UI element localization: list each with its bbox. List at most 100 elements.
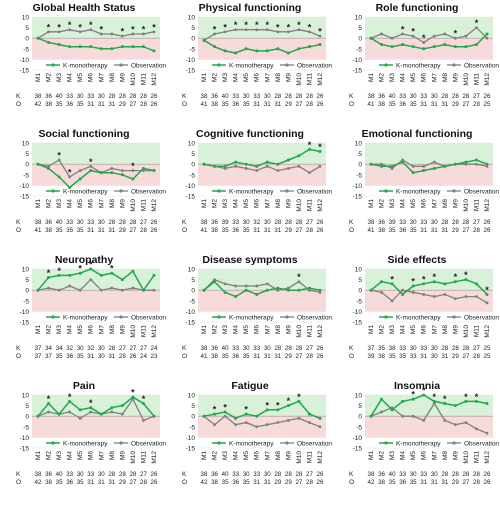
x-tick-label: M4: [400, 451, 407, 460]
x-tick-label: M7: [98, 73, 105, 82]
k-monotherapy-point: [234, 416, 238, 420]
n-count-o: 31: [441, 227, 448, 234]
x-tick-label: M1: [201, 73, 208, 82]
n-count-o: 36: [232, 101, 239, 108]
n-count-o: 41: [368, 101, 375, 108]
legend-k-marker: [384, 441, 388, 445]
legend-o-marker: [285, 189, 289, 193]
x-tick-label: M3: [222, 325, 229, 334]
chart-panel: Neuropathy 10 5 0 -5 -10 -15 * * * * * K-monotherapy…: [16, 254, 166, 360]
n-count-k: 26: [484, 471, 491, 478]
n-count-k: 32: [87, 345, 94, 352]
observation-point: [432, 402, 436, 405]
n-row-label-k: K: [182, 471, 187, 478]
k-monotherapy-point: [369, 288, 373, 292]
n-count-o: 29: [285, 353, 292, 360]
x-tick-label: M2: [379, 199, 386, 208]
legend-o-label: Observation: [131, 440, 166, 447]
x-tick-label: M5: [77, 325, 84, 334]
y-tick-label: 5: [25, 151, 29, 158]
n-count-k: 33: [232, 471, 239, 478]
significance-marker: *: [68, 392, 72, 402]
x-tick-label: M10: [463, 73, 470, 86]
x-tick-label: M6: [421, 199, 428, 208]
x-tick-label: M9: [285, 325, 292, 334]
x-tick-label: M11: [140, 73, 147, 86]
observation-point: [78, 30, 82, 34]
legend-k-marker: [51, 315, 55, 319]
k-monotherapy-point: [131, 45, 135, 49]
x-tick-label: M5: [77, 73, 84, 82]
legend-o-label: Observation: [464, 62, 499, 69]
k-monotherapy-line: [37, 163, 155, 189]
k-monotherapy-point: [464, 160, 468, 164]
n-count-k: 25: [484, 345, 491, 352]
observation-point: [78, 169, 82, 172]
significance-marker: *: [276, 22, 280, 32]
y-tick-label: 10: [188, 15, 196, 22]
n-count-o: 31: [87, 479, 94, 486]
n-row-label-o: O: [349, 479, 354, 486]
observation-point: [297, 28, 301, 32]
legend-o-label: Observation: [297, 314, 332, 321]
observation-point: [485, 301, 489, 305]
observation-point: [110, 410, 114, 414]
k-monotherapy-point: [464, 45, 468, 49]
y-tick-label: -10: [186, 435, 196, 442]
x-tick-label: M10: [130, 73, 137, 86]
x-tick-label: M4: [233, 325, 240, 334]
observation-point: [485, 431, 489, 435]
n-count-o: 28: [119, 353, 126, 360]
n-count-k: 30: [77, 345, 84, 352]
observation-point: [120, 169, 124, 172]
observation-point: [401, 288, 405, 292]
n-count-k: 28: [295, 219, 302, 226]
observation-point: [234, 284, 238, 288]
n-count-o: 28: [306, 101, 313, 108]
legend-o-marker: [452, 63, 456, 67]
k-monotherapy-point: [265, 288, 269, 292]
k-monotherapy-line: [203, 400, 321, 420]
observation-line: [37, 397, 155, 422]
n-count-o: 35: [243, 101, 250, 108]
observation-point: [464, 34, 468, 38]
k-monotherapy-point: [36, 36, 40, 40]
n-count-k: 33: [66, 471, 73, 478]
n-count-k: 28: [295, 93, 302, 100]
n-count-o: 27: [295, 353, 302, 360]
n-count-k: 38: [368, 471, 375, 478]
n-count-o: 27: [129, 227, 136, 234]
observation-line: [37, 159, 154, 178]
x-tick-label: M7: [264, 451, 271, 460]
n-count-k: 28: [285, 219, 292, 226]
k-monotherapy-point: [47, 40, 51, 44]
y-tick-label: 5: [358, 151, 362, 158]
observation-point: [401, 414, 405, 418]
n-count-o: 29: [274, 479, 281, 486]
x-tick-label: M6: [254, 73, 261, 82]
n-count-k: 28: [473, 471, 480, 478]
legend-o-label: Observation: [297, 62, 332, 69]
n-count-k: 26: [484, 219, 491, 226]
n-count-o: 31: [420, 227, 427, 234]
significance-marker: *: [464, 392, 468, 402]
k-monotherapy-point: [401, 160, 405, 164]
y-tick-label: -15: [353, 446, 363, 453]
significance-marker: *: [100, 24, 104, 34]
x-tick-label: M7: [431, 451, 438, 460]
x-tick-label: M10: [463, 451, 470, 464]
n-count-o: 35: [389, 101, 396, 108]
n-count-o: 26: [151, 227, 158, 234]
n-count-o: 31: [253, 101, 260, 108]
k-monotherapy-point: [78, 408, 82, 412]
observation-point: [142, 169, 145, 172]
x-tick-label: M4: [67, 325, 74, 334]
observation-point: [475, 26, 478, 29]
k-monotherapy-point: [110, 47, 114, 51]
observation-point: [401, 158, 405, 162]
n-row-label-o: O: [16, 479, 21, 486]
k-monotherapy-point: [369, 36, 373, 40]
n-count-o: 38: [378, 101, 385, 108]
observation-point: [422, 41, 426, 44]
observation-point: [475, 427, 478, 431]
